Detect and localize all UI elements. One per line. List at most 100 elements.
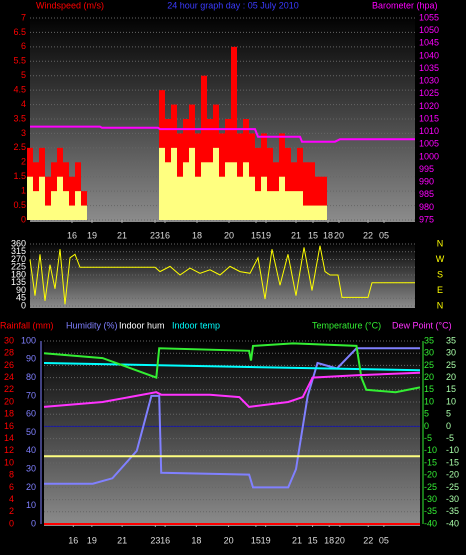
y-tick-label: 20: [4, 396, 14, 406]
y-tick-label: 10: [4, 457, 14, 467]
y3-tick-label: -30: [424, 494, 437, 504]
bar: [285, 191, 291, 220]
x-tick-label: 20: [224, 230, 234, 240]
bar: [291, 191, 297, 220]
y-tick-label: 6: [9, 482, 14, 492]
y4-tick-label: -5: [446, 433, 454, 443]
line: [43, 342, 421, 394]
bar: [315, 176, 321, 220]
y2-tick-label: 50: [26, 427, 36, 437]
bar: [249, 176, 255, 220]
x-tick-label: 15: [308, 230, 318, 240]
x-tick-label: 16: [160, 230, 170, 240]
y-tick-label: 6: [21, 41, 26, 51]
y4-tick-label: 30: [446, 348, 456, 358]
y2-axis-label: Barometer (hpa): [372, 0, 438, 10]
bar: [273, 191, 279, 220]
bar: [255, 191, 261, 220]
y2-tick-label: N: [437, 238, 444, 248]
y-tick-label: 3.5: [13, 113, 26, 123]
x-tick-label: 23: [150, 230, 160, 240]
y2-tick-label: 1025: [419, 88, 439, 98]
y-tick-label: 14: [4, 433, 14, 443]
y3-tick-label: 20: [424, 372, 434, 382]
y4-tick-label: -15: [446, 457, 459, 467]
y2-tick-label: 1035: [419, 63, 439, 73]
y2-tick-label: 100: [21, 335, 36, 345]
y-tick-label: 28: [4, 348, 14, 358]
y4-tick-label: -10: [446, 445, 459, 455]
x-tick-label: 20: [224, 535, 234, 545]
bar: [171, 147, 177, 220]
y2-tick-label: 990: [419, 177, 434, 187]
x-tick-label: 20: [335, 535, 345, 545]
legend-label: Indoor hum: [119, 320, 165, 330]
y-tick-label: 0: [9, 518, 14, 528]
y2-tick-label: 1005: [419, 139, 439, 149]
chart-title: 24 hour graph day : 05 July 2010: [167, 0, 299, 10]
y2-tick-label: 40: [26, 445, 36, 455]
bar: [243, 162, 249, 220]
x-tick-label: 21: [292, 535, 302, 545]
x-tick-label: 20: [334, 230, 344, 240]
bar: [165, 162, 171, 220]
bar: [201, 75, 207, 220]
y3-tick-label: 35: [424, 335, 434, 345]
x-tick-label: 22: [363, 535, 373, 545]
y4-tick-label: -30: [446, 494, 459, 504]
bar: [309, 205, 315, 220]
bar: [69, 176, 75, 220]
line: [43, 371, 421, 408]
bar: [159, 147, 165, 220]
bar: [297, 147, 303, 220]
y-axis-label: Rainfall (mm): [0, 320, 54, 330]
y4-tick-label: 10: [446, 396, 456, 406]
bar: [51, 191, 57, 220]
y2-tick-label: 980: [419, 202, 434, 212]
line: [30, 125, 415, 143]
y2-tick-label: 1010: [419, 126, 439, 136]
bar: [321, 205, 327, 220]
bar: [279, 176, 285, 220]
bar: [261, 176, 267, 220]
y-tick-label: 4: [9, 494, 14, 504]
x-tick-label: 23: [150, 535, 160, 545]
bar: [267, 191, 273, 220]
y-tick-label: 4: [21, 99, 26, 109]
x-tick-label: 18: [192, 230, 202, 240]
y4-tick-label: 25: [446, 360, 456, 370]
y-tick-label: 2: [21, 157, 26, 167]
bar: [255, 147, 261, 220]
y3-tick-label: 30: [424, 348, 434, 358]
x-tick-label: 15: [308, 535, 318, 545]
x-tick-label: 22: [363, 230, 373, 240]
y-tick-label: 3: [21, 128, 26, 138]
x-tick-label: 19: [87, 535, 97, 545]
y-tick-label: 90: [16, 285, 26, 295]
y-tick-label: 7: [21, 12, 26, 22]
y2-tick-label: 1050: [419, 25, 439, 35]
x-tick-label: 21: [291, 230, 301, 240]
y2-tick-label: 0: [31, 518, 36, 528]
bar: [63, 191, 69, 220]
y-tick-label: 8: [9, 470, 14, 480]
bar: [267, 147, 273, 220]
y2-tick-label: 1030: [419, 76, 439, 86]
y2-tick-label: 30: [26, 463, 36, 473]
bar: [33, 191, 39, 220]
x-tick-label: 18: [191, 535, 201, 545]
y-tick-label: 30: [4, 335, 14, 345]
bar: [309, 162, 315, 220]
y2-tick-label: 1040: [419, 50, 439, 60]
bar: [45, 176, 51, 220]
y2-tick-label: 80: [26, 372, 36, 382]
y2-tick-label: 995: [419, 164, 434, 174]
bar: [183, 162, 189, 220]
bar: [297, 191, 303, 220]
y2-tick-label: 1020: [419, 101, 439, 111]
x-tick-label: 21: [117, 230, 127, 240]
bar: [213, 147, 219, 220]
y4-tick-label: 20: [446, 372, 456, 382]
y2-tick-label: 60: [26, 409, 36, 419]
